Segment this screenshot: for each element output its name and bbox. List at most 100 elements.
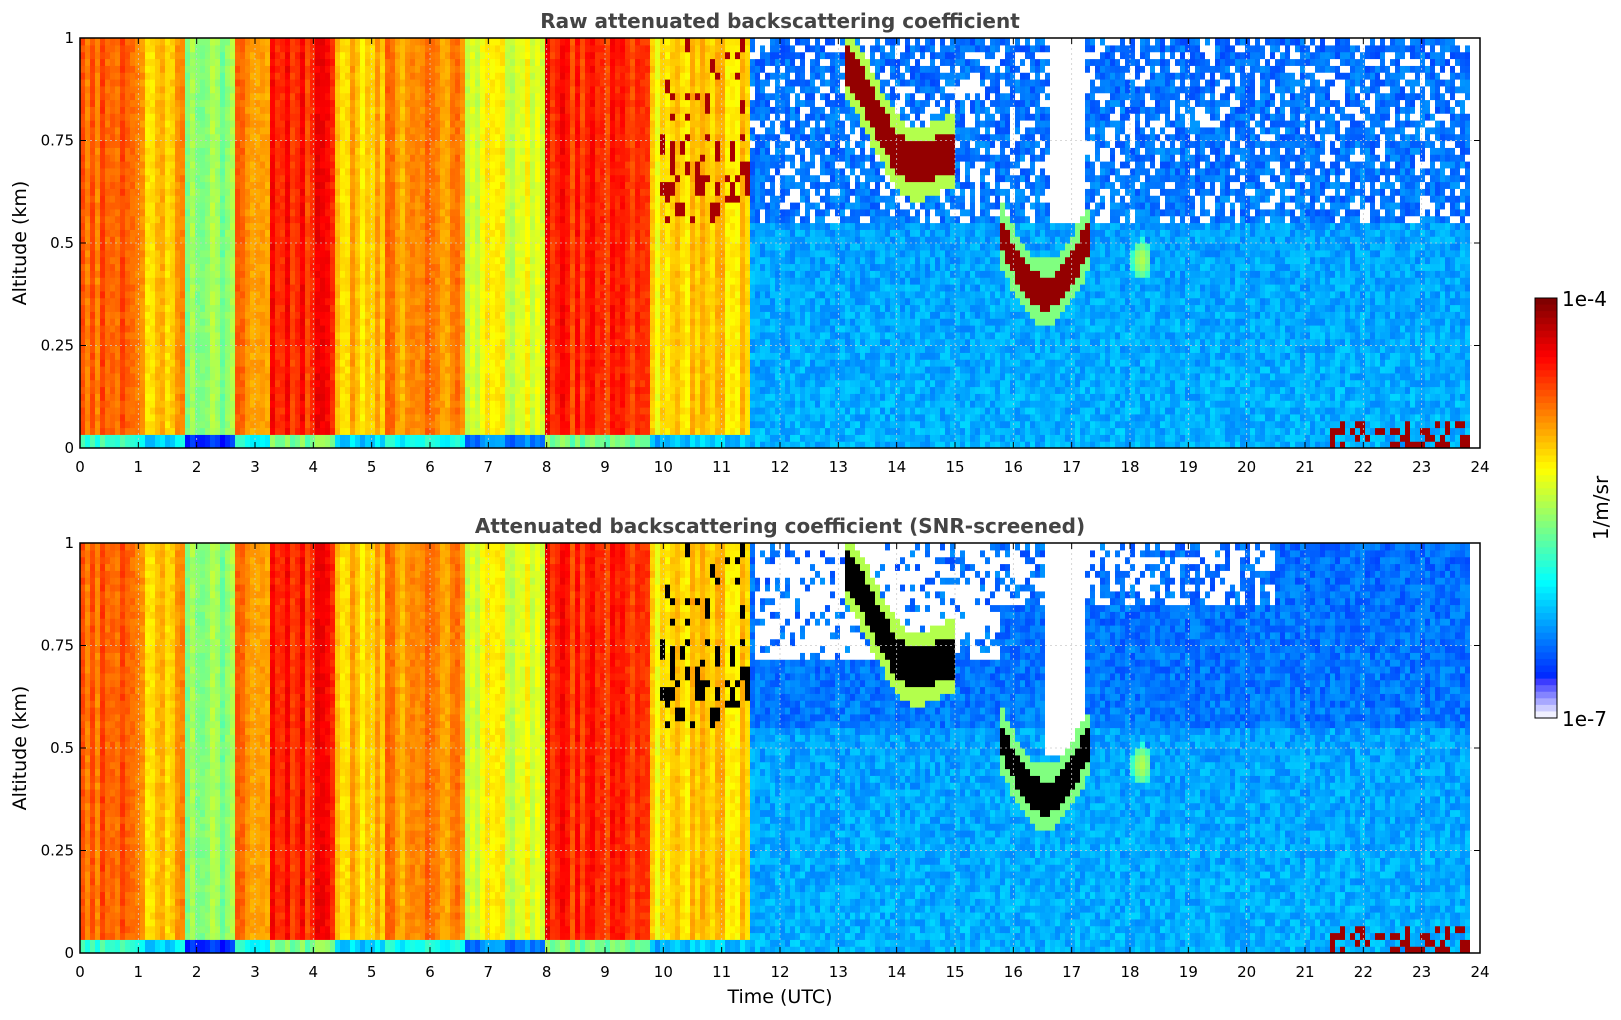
heatmap-cell: [265, 386, 271, 394]
heatmap-cell: [475, 393, 481, 401]
heatmap-cell: [150, 434, 156, 442]
heatmap-cell: [340, 243, 346, 251]
heatmap-cell: [105, 352, 111, 360]
heatmap-cell: [430, 222, 436, 230]
heatmap-cell: [300, 113, 306, 121]
heatmap-cell: [85, 113, 91, 121]
heatmap-cell: [100, 133, 106, 142]
heatmap-cell: [150, 256, 156, 265]
heatmap-cell: [85, 79, 91, 87]
heatmap-cell: [120, 290, 126, 299]
heatmap-cell: [445, 345, 451, 353]
heatmap-cell: [85, 147, 91, 155]
heatmap-cell: [310, 72, 316, 80]
heatmap-cell: [95, 277, 101, 285]
heatmap-cell: [405, 72, 411, 80]
heatmap-cell: [320, 174, 326, 183]
heatmap-cell: [365, 222, 371, 230]
heatmap-cell: [340, 58, 346, 66]
heatmap-cell: [345, 318, 351, 326]
heatmap-cell: [250, 85, 256, 94]
heatmap-cell: [480, 181, 486, 189]
heatmap-cell: [235, 413, 241, 422]
heatmap-cell: [415, 79, 421, 87]
heatmap-cell: [250, 92, 256, 101]
heatmap-cell: [220, 140, 226, 148]
heatmap-cell: [190, 51, 196, 60]
heatmap-cell: [150, 229, 156, 237]
heatmap-cell: [305, 277, 311, 285]
heatmap-cell: [455, 44, 461, 53]
heatmap-cell: [115, 366, 121, 374]
heatmap-cell: [310, 345, 316, 353]
heatmap-cell: [365, 215, 371, 224]
heatmap-cell: [155, 126, 161, 135]
heatmap-cell: [230, 386, 236, 394]
heatmap-cell: [460, 311, 466, 319]
heatmap-cell: [175, 58, 181, 66]
heatmap-cell: [145, 352, 151, 360]
heatmap-cell: [380, 352, 386, 360]
heatmap-cell: [135, 147, 141, 155]
heatmap-cell: [295, 284, 301, 292]
heatmap-cell: [420, 277, 426, 285]
heatmap-cell: [160, 51, 166, 60]
heatmap-cell: [430, 393, 436, 401]
heatmap-cell: [140, 359, 146, 367]
heatmap-cell: [320, 38, 326, 46]
heatmap-cell: [455, 92, 461, 101]
heatmap-cell: [470, 400, 476, 408]
heatmap-cell: [320, 133, 326, 142]
heatmap-cell: [330, 195, 336, 203]
heatmap-cell: [85, 420, 91, 429]
heatmap-cell: [180, 65, 186, 73]
heatmap-cell: [190, 338, 196, 347]
heatmap-cell: [480, 284, 486, 292]
heatmap-cell: [475, 311, 481, 319]
heatmap-cell: [400, 304, 406, 312]
heatmap-cell: [350, 133, 356, 142]
heatmap-cell: [345, 386, 351, 394]
heatmap-cell: [370, 236, 376, 244]
heatmap-cell: [85, 188, 91, 196]
heatmap-cell: [340, 304, 346, 312]
heatmap-cell: [425, 181, 431, 189]
heatmap-cell: [465, 106, 471, 114]
heatmap-cell: [175, 407, 181, 415]
heatmap-cell: [390, 126, 396, 135]
heatmap-cell: [490, 325, 496, 333]
heatmap-cell: [190, 284, 196, 292]
heatmap-cell: [420, 208, 426, 217]
heatmap-cell: [150, 133, 156, 142]
heatmap-cell: [315, 372, 321, 381]
heatmap-cell: [325, 366, 331, 374]
heatmap-cell: [220, 236, 226, 244]
heatmap-cell: [160, 325, 166, 333]
heatmap-cell: [85, 154, 91, 162]
heatmap-cell: [155, 85, 161, 94]
heatmap-cell: [280, 236, 286, 244]
heatmap-cell: [95, 236, 101, 244]
heatmap-cell: [325, 229, 331, 237]
heatmap-cell: [160, 106, 166, 114]
heatmap-cell: [425, 215, 431, 224]
heatmap-cell: [415, 38, 421, 46]
heatmap-cell: [285, 413, 291, 422]
heatmap-cell: [310, 44, 316, 53]
heatmap-cell: [100, 304, 106, 312]
heatmap-cell: [215, 140, 221, 148]
heatmap-cell: [140, 318, 146, 326]
heatmap-cell: [285, 79, 291, 87]
heatmap-cell: [155, 120, 161, 128]
heatmap-cell: [190, 133, 196, 142]
heatmap-cell: [455, 304, 461, 312]
heatmap-cell: [450, 65, 456, 73]
heatmap-cell: [160, 256, 166, 265]
heatmap-cell: [260, 72, 266, 80]
heatmap-cell: [85, 270, 91, 278]
heatmap-cell: [390, 304, 396, 312]
heatmap-cell: [435, 352, 441, 360]
heatmap-cell: [105, 99, 111, 107]
heatmap-cell: [475, 256, 481, 265]
heatmap-cell: [90, 44, 96, 53]
